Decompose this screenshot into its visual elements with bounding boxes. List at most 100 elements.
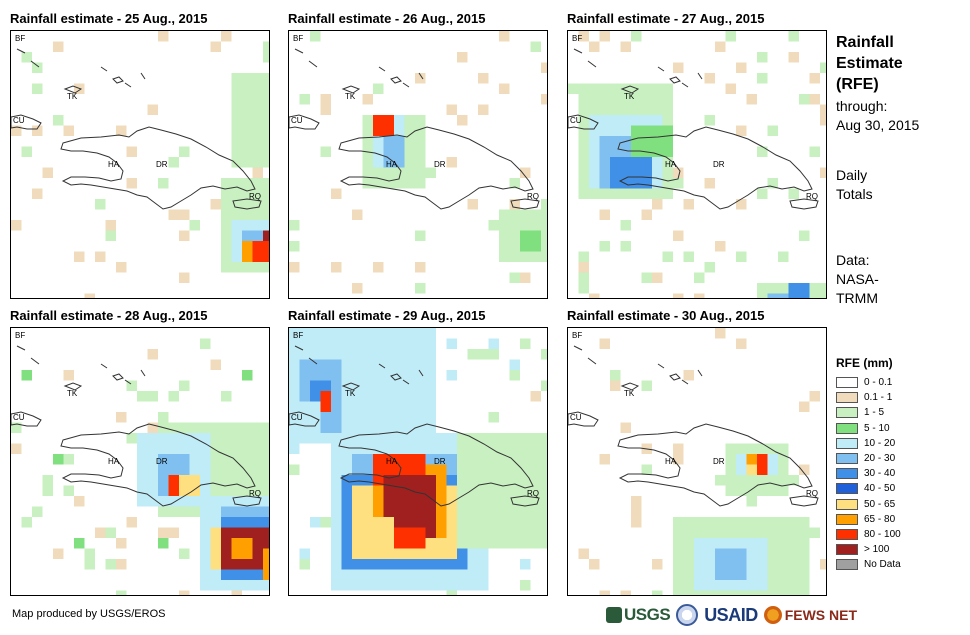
rainfall-cell <box>252 104 263 115</box>
legend-swatch <box>836 498 858 510</box>
map-label-ha: HA <box>108 160 120 169</box>
rainfall-cell <box>488 338 499 349</box>
rainfall-grid-svg: BF TK CU HA DR RQ <box>11 31 269 298</box>
rainfall-cell <box>404 433 415 444</box>
rainfall-cell <box>425 464 436 475</box>
rainfall-cell <box>394 433 405 444</box>
rainfall-cell <box>520 538 531 549</box>
rainfall-cell <box>404 454 415 465</box>
rainfall-cell <box>21 146 32 157</box>
rainfall-cell <box>320 517 331 528</box>
rainfall-cell <box>499 220 510 231</box>
map-label-bf: BF <box>572 34 582 43</box>
rainfall-cell <box>415 391 426 402</box>
rainfall-cell <box>799 283 810 294</box>
rainfall-cell <box>352 443 363 454</box>
rainfall-cell <box>415 506 426 517</box>
legend-swatch <box>836 422 858 434</box>
rainfall-cell <box>788 590 799 595</box>
map-label-ha: HA <box>665 457 677 466</box>
rainfall-cell <box>715 569 726 580</box>
rainfall-cell <box>530 433 541 444</box>
rainfall-cell <box>158 178 169 189</box>
usgs-logo: USGS <box>606 605 671 625</box>
rainfall-cell <box>231 199 242 210</box>
turks-outline <box>669 373 681 381</box>
rainfall-cell <box>520 220 531 231</box>
product-title: Rainfall Estimate (RFE) <box>836 32 903 95</box>
rainfall-cell <box>263 443 269 454</box>
rainfall-cell <box>641 83 652 94</box>
rainfall-cell <box>778 527 789 538</box>
rainfall-cell <box>299 401 310 412</box>
rainfall-cell <box>520 272 531 283</box>
rainfall-cell <box>362 475 373 486</box>
cuba-outline <box>568 411 599 427</box>
rainfall-cell <box>425 443 436 454</box>
rainfall-cell <box>179 443 190 454</box>
rainfall-cell <box>189 496 200 507</box>
rainfall-cell <box>478 73 489 84</box>
map-label-bf: BF <box>15 34 25 43</box>
rainfall-cell <box>242 370 253 381</box>
rainfall-cell <box>352 559 363 570</box>
rainfall-cell <box>404 136 415 147</box>
rainfall-cell <box>362 454 373 465</box>
bahamas-outline <box>294 48 424 88</box>
rainfall-cell <box>231 538 242 549</box>
rainfall-cell <box>641 94 652 105</box>
legend-label: 65 - 80 <box>864 513 896 525</box>
rainfall-cell <box>404 370 415 381</box>
rainfall-cell <box>589 104 600 115</box>
rainfall-cell <box>425 496 436 507</box>
rainfall-cell <box>425 527 436 538</box>
rainfall-cell <box>373 167 384 178</box>
rainfall-cell <box>578 272 589 283</box>
rainfall-cell <box>221 178 232 189</box>
rainfall-cell <box>725 443 736 454</box>
rainfall-cell <box>436 538 447 549</box>
rainfall-cell <box>715 241 726 252</box>
rainfall-cell <box>289 349 300 360</box>
rainfall-cell <box>610 188 621 199</box>
rainfall-cell <box>457 464 468 475</box>
rainfall-cell <box>158 31 169 42</box>
rainfall-cell <box>126 380 137 391</box>
rainfall-cell <box>331 475 342 486</box>
rainfall-cell <box>210 506 221 517</box>
rainfall-cell <box>652 167 663 178</box>
rainfall-cell <box>383 401 394 412</box>
rainfall-map-25-aug: BF TK CU HA DR RQ <box>10 30 270 299</box>
rainfall-cell <box>757 527 768 538</box>
rainfall-cell <box>788 517 799 528</box>
rainfall-cell <box>200 538 211 549</box>
rainfall-cell <box>210 580 221 591</box>
rainfall-cell <box>404 412 415 423</box>
rainfall-cell <box>299 359 310 370</box>
rainfall-cell <box>488 538 499 549</box>
rainfall-cell <box>488 443 499 454</box>
rainfall-cell <box>610 83 621 94</box>
rainfall-cell <box>147 422 158 433</box>
rainfall-cell <box>147 496 158 507</box>
rainfall-cell <box>704 569 715 580</box>
rainfall-cell <box>242 485 253 496</box>
legend-swatch <box>836 529 858 540</box>
rainfall-cell <box>362 125 373 136</box>
rainfall-cell <box>673 178 684 189</box>
rainfall-cell <box>478 569 489 580</box>
rainfall-cell <box>252 548 263 559</box>
rainfall-cell <box>757 485 768 496</box>
rainfall-cell <box>394 464 405 475</box>
rainfall-cell <box>126 433 137 444</box>
rainfall-cell <box>373 496 384 507</box>
rainfall-cell <box>252 527 263 538</box>
hispaniola-outline <box>60 423 256 507</box>
rainfall-cell <box>394 517 405 528</box>
rainfall-cell <box>252 199 263 210</box>
map-label-dr: DR <box>713 160 725 169</box>
rainfall-cell <box>242 157 253 168</box>
rainfall-cell <box>767 569 778 580</box>
rainfall-cell <box>404 391 415 402</box>
rainfall-cell <box>404 443 415 454</box>
